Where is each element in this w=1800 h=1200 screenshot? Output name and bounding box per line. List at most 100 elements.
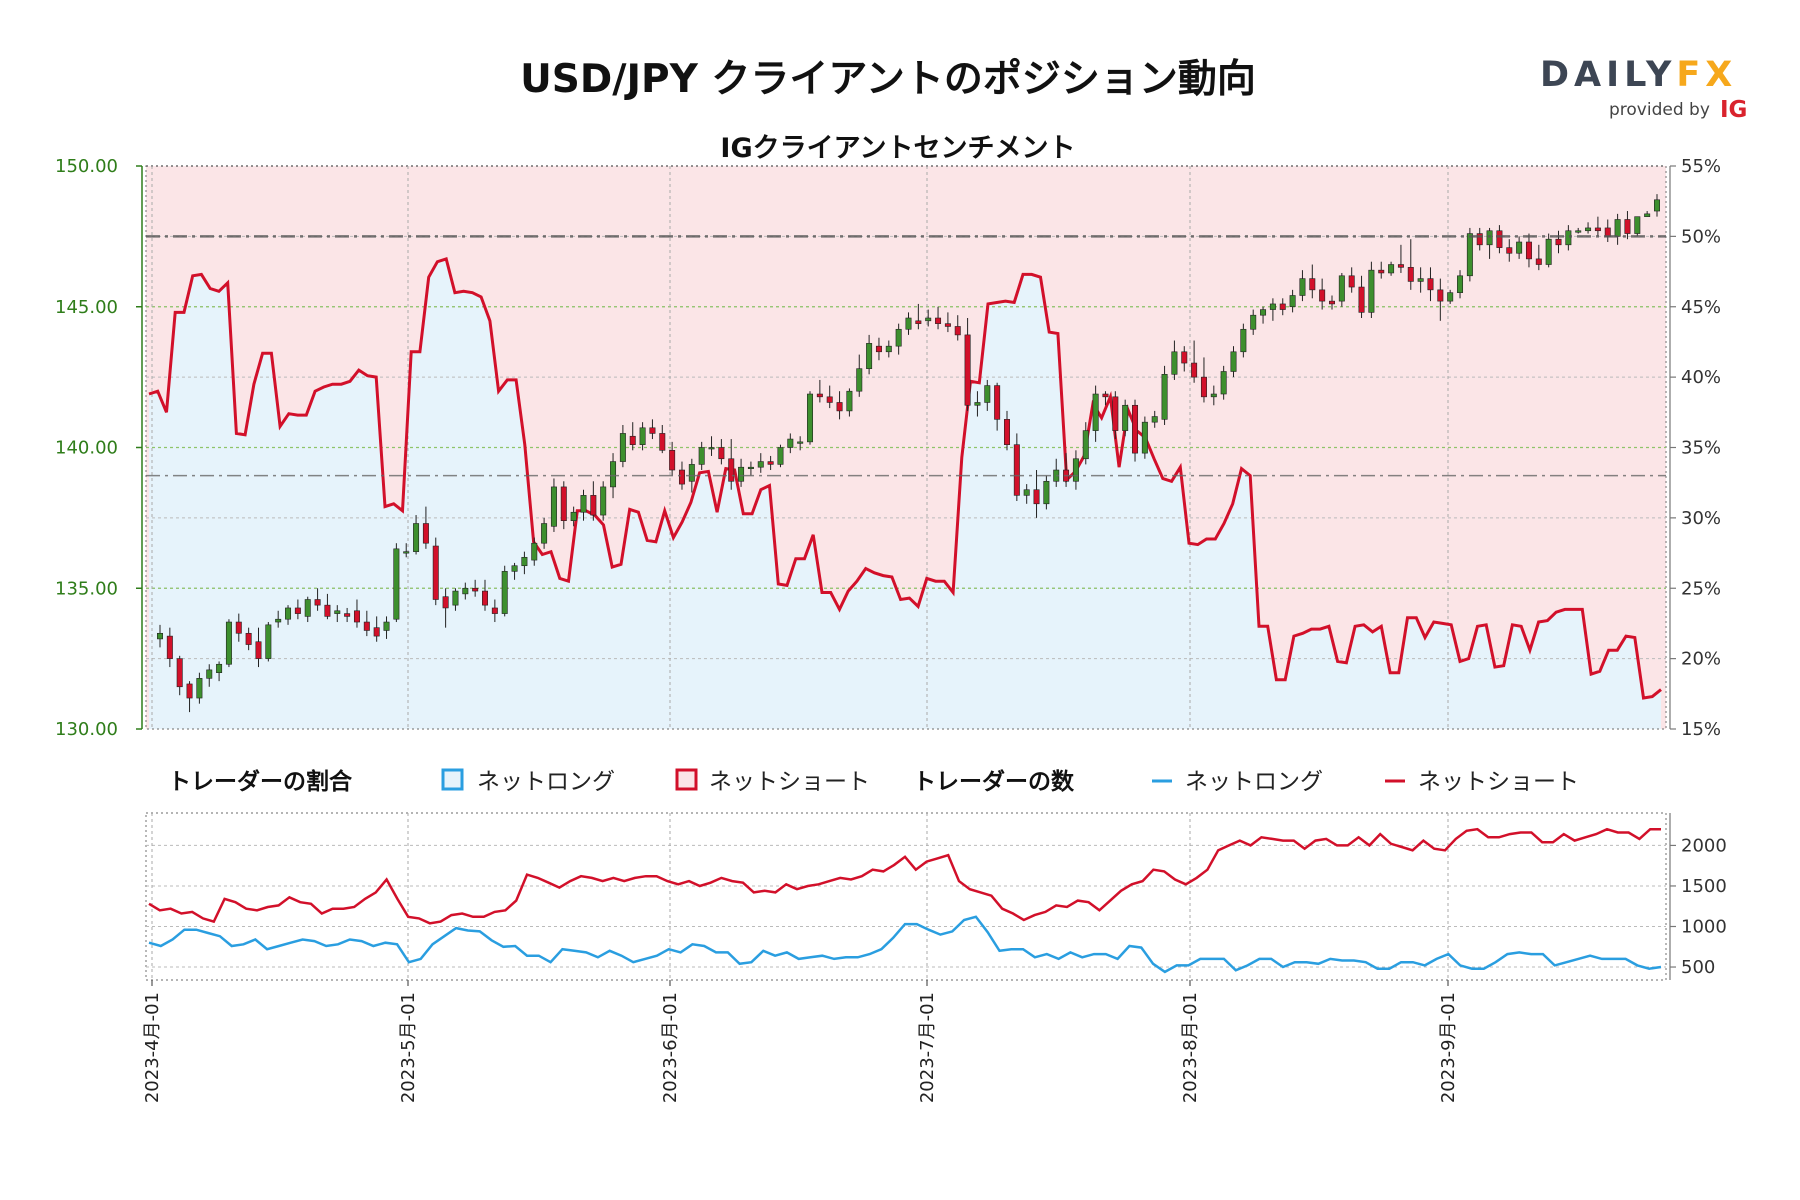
candle (915, 303, 922, 330)
candle (432, 537, 439, 606)
candle (728, 439, 735, 490)
candle (1112, 391, 1119, 440)
candle (1427, 267, 1434, 302)
candle (846, 388, 853, 417)
candle (1565, 225, 1572, 251)
candle (285, 605, 292, 625)
candle (836, 391, 843, 420)
candle (157, 624, 163, 648)
x-tick-label: 2023-9月-01 (1438, 992, 1459, 1103)
candle (590, 481, 597, 521)
right-tick-label: 35% (1681, 438, 1721, 459)
candle (206, 664, 213, 687)
candle (353, 599, 360, 628)
candle (974, 391, 981, 417)
candle (1496, 225, 1503, 254)
candle (383, 616, 390, 639)
candle (363, 610, 370, 637)
candle (511, 562, 518, 580)
right-tick-label: 15% (1681, 719, 1721, 740)
candle (885, 340, 892, 358)
candle (1161, 365, 1168, 425)
x-tick-label: 2023-6月-01 (660, 992, 681, 1103)
right-tick-label: 50% (1681, 226, 1721, 247)
candle (669, 441, 676, 476)
legend-net-short-swatch (675, 768, 698, 791)
candle (1299, 270, 1306, 302)
candle (196, 672, 203, 704)
candle (472, 579, 479, 597)
right-tick-label: 40% (1681, 367, 1721, 388)
candle (176, 655, 183, 696)
candle (1240, 323, 1247, 358)
candle (1447, 289, 1454, 304)
candle (826, 385, 833, 409)
legend-count-short-label: ネットショート (1418, 769, 1579, 795)
candle (905, 312, 912, 335)
candle (442, 588, 449, 628)
candle (925, 309, 932, 327)
candle (1181, 346, 1188, 372)
candle (629, 422, 636, 451)
candle (521, 551, 528, 575)
candle (1289, 289, 1296, 313)
candle (1594, 216, 1601, 237)
candle (866, 334, 873, 375)
candle (462, 582, 469, 600)
candle (1555, 230, 1562, 254)
candle (994, 382, 1001, 431)
count-tick-label: 1000 (1681, 916, 1727, 937)
left-tick-label: 140.00 (55, 438, 118, 459)
candle (334, 605, 341, 623)
candle (1191, 340, 1198, 383)
legend-net-long-swatch (441, 768, 464, 791)
net-long-area (149, 258, 1661, 729)
candle (964, 318, 971, 411)
candle (314, 588, 321, 611)
candle (797, 436, 804, 451)
count-tick-label: 500 (1681, 957, 1715, 978)
count-tick-label: 2000 (1681, 835, 1727, 856)
candle (186, 681, 193, 713)
candle (659, 424, 666, 454)
candle (807, 391, 814, 445)
main-panel: 130.00 135.00 140.00 145.00 150.00 15% 20% 25%… (55, 156, 1721, 740)
candle (1388, 261, 1395, 276)
candle (1535, 244, 1542, 271)
candle (1309, 264, 1316, 299)
svg-text:DAILYFX: DAILYFX (1540, 55, 1737, 95)
candle (1269, 298, 1276, 321)
left-tick-label: 145.00 (55, 297, 118, 318)
candle (1348, 267, 1355, 293)
candle (639, 422, 646, 451)
candle (1151, 410, 1158, 428)
dailyfx-logo: DAILYFX provided by IG (1540, 55, 1747, 123)
candle (1279, 298, 1286, 316)
candle (373, 616, 380, 642)
candle (393, 543, 400, 623)
candle (1230, 346, 1237, 378)
net-short-count-line (148, 827, 1661, 925)
candle (1250, 309, 1257, 335)
legend-net-short-label: ネットショート (709, 769, 870, 795)
candle (1082, 422, 1089, 465)
candle (777, 444, 784, 468)
chart-title: USD/JPY クライアントのポジション動向 (520, 57, 1256, 102)
candle (1072, 450, 1079, 490)
candle (166, 627, 173, 668)
candle (1575, 227, 1582, 234)
candle (1210, 385, 1217, 406)
candle (1634, 216, 1641, 237)
candle (1013, 433, 1020, 501)
candle (1585, 222, 1592, 234)
right-tick-label: 25% (1681, 578, 1721, 599)
candle (413, 515, 420, 555)
brand-name-part1: DAILY (1540, 55, 1676, 95)
candle (935, 306, 942, 330)
legend-net-long-label: ネットロング (477, 769, 615, 795)
candle (787, 433, 794, 454)
candle (1260, 306, 1267, 324)
legend-count-heading: トレーダーの数 (913, 768, 1075, 795)
candle (324, 593, 331, 620)
